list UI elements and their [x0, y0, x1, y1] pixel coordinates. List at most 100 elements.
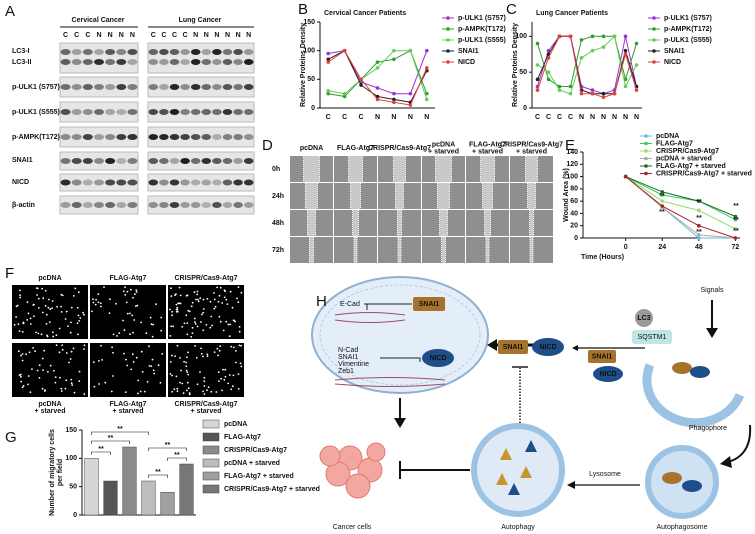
cell-dot	[35, 331, 37, 334]
blot-band	[60, 109, 71, 115]
legend-swatch	[202, 445, 220, 455]
series-marker	[342, 94, 347, 99]
legend-marker	[446, 49, 450, 53]
cell-dot	[137, 392, 139, 395]
cell-dot	[49, 308, 52, 311]
cell-dot	[226, 303, 229, 305]
blot-band	[222, 202, 233, 208]
series-line	[625, 176, 736, 239]
wound-gap	[397, 210, 402, 236]
y-tick-label: 150	[303, 19, 315, 26]
cell-dot	[209, 326, 212, 329]
cell-dot	[171, 354, 173, 357]
cell-dot	[58, 351, 61, 354]
cell-dot	[98, 383, 100, 385]
blot-band	[159, 49, 169, 55]
blot-group: Cervical Cancer	[72, 17, 125, 24]
cell-dot	[234, 320, 237, 323]
cell-dot	[197, 300, 200, 303]
x-tick-label: C	[535, 114, 540, 121]
cell-dot	[196, 290, 199, 293]
cell-dot	[27, 312, 30, 315]
cell-dot	[67, 325, 69, 327]
cell-dot	[240, 365, 243, 368]
wound-gap	[437, 183, 450, 209]
cell-dot	[72, 295, 75, 297]
cell-dot	[60, 311, 63, 313]
series-marker	[546, 77, 551, 82]
cell-dot	[100, 305, 102, 308]
blot-strip	[147, 42, 255, 74]
cell-dot	[187, 387, 190, 390]
cell-dot	[187, 373, 190, 376]
series-marker	[557, 34, 562, 39]
migration-label: pcDNA	[38, 275, 61, 282]
blot-strip	[147, 76, 255, 98]
cell-dot	[101, 359, 103, 361]
cell-dot	[77, 314, 80, 317]
migration-label: CRISPR/Cas9-Atg7	[174, 401, 237, 408]
wound-gap	[482, 183, 493, 209]
series-marker	[535, 63, 540, 67]
cargo	[682, 480, 702, 492]
cell-dot	[185, 314, 188, 317]
blot-band	[190, 179, 201, 186]
panel-label: C	[506, 1, 517, 18]
blot-band	[180, 202, 190, 208]
cell-dot	[41, 357, 44, 360]
blot-band	[169, 49, 180, 55]
x-tick-label: C	[557, 114, 562, 121]
blot-band	[127, 84, 138, 90]
cell-dot	[135, 356, 138, 359]
wound-gap	[350, 183, 361, 209]
cell-dot	[55, 334, 58, 337]
blot-band	[201, 158, 212, 164]
series-marker	[660, 193, 665, 197]
blot-band	[180, 158, 190, 164]
cell-dot	[236, 297, 238, 300]
cell-dot	[29, 391, 32, 394]
cell-dot	[196, 325, 199, 328]
series-marker	[375, 97, 380, 102]
x-axis-label: Time (Hours)	[581, 254, 624, 261]
lane-label: C	[161, 32, 166, 39]
series-line	[537, 35, 637, 95]
blot-band	[105, 202, 116, 208]
blot-band	[212, 49, 222, 55]
nucleus	[319, 284, 481, 386]
cell-dot	[137, 379, 140, 382]
blot-band	[201, 49, 212, 55]
blot-band	[82, 179, 93, 186]
cell-dot	[135, 291, 138, 293]
blot-band	[105, 84, 116, 90]
series-marker	[733, 236, 738, 240]
blot-band	[169, 59, 180, 65]
cargo	[662, 472, 682, 484]
cell-dot	[44, 305, 47, 307]
stage-label: Cancer cells	[333, 524, 372, 531]
blot-band	[169, 109, 180, 115]
cell-dot	[215, 391, 218, 393]
blot-band	[105, 179, 116, 186]
cell-dot	[92, 298, 94, 301]
lane-label: C	[172, 32, 177, 39]
blot-band	[201, 84, 212, 90]
legend-swatch	[202, 484, 220, 494]
blot-band	[93, 134, 105, 140]
cell-dot	[200, 321, 202, 323]
blot-band	[233, 134, 243, 140]
cancer-cells	[319, 442, 386, 499]
cell-dot	[97, 293, 100, 295]
cell-dot	[219, 286, 222, 289]
cell-dot	[139, 390, 142, 393]
cell-dot	[221, 302, 224, 304]
blot-band	[201, 179, 212, 186]
blot-band	[127, 109, 138, 115]
bar	[84, 458, 99, 516]
blot-row-label: SNAI1	[12, 157, 33, 164]
y-tick-label: 40	[570, 210, 578, 217]
blot-band	[93, 84, 105, 90]
series-marker	[634, 88, 639, 92]
blot-band	[82, 158, 93, 164]
series-marker	[392, 97, 396, 102]
